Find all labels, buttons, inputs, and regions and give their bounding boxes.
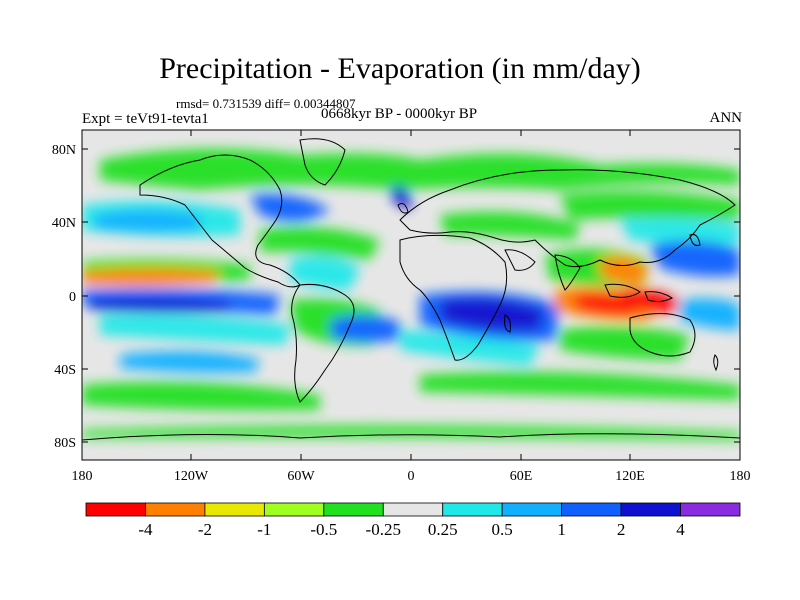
colorbar-label: -1 <box>257 520 271 539</box>
colorbar-label: -2 <box>198 520 212 539</box>
lat-label-40n: 40N <box>52 216 76 231</box>
colorbar-swatch <box>145 502 206 517</box>
colorbar-label: 2 <box>617 520 626 539</box>
colorbar-label: -0.5 <box>310 520 337 539</box>
lat-label-80s: 80S <box>54 436 76 451</box>
colorbar-swatch <box>680 502 741 517</box>
season-label: ANN <box>709 110 743 126</box>
colorbar-label: 1 <box>557 520 566 539</box>
plot-title: Precipitation - Evaporation (in mm/day) <box>159 52 641 85</box>
colorbar-swatch <box>501 502 563 517</box>
lon-label-180w: 180 <box>72 469 93 484</box>
colorbar-swatch <box>620 502 681 517</box>
lon-label-120w: 120W <box>174 469 209 484</box>
lat-label-0: 0 <box>69 290 76 305</box>
colorbar-label: -4 <box>138 520 153 539</box>
colorbar-swatch <box>204 502 265 517</box>
lon-label-180e: 180 <box>730 469 751 484</box>
lon-label-60e: 60E <box>510 469 533 484</box>
lat-ticks <box>82 148 740 443</box>
lat-labels: 80N 40N 0 40S 80S <box>52 143 76 451</box>
coastlines <box>82 138 740 441</box>
colorbar <box>85 502 741 517</box>
lat-label-40s: 40S <box>54 363 76 378</box>
lon-label-120e: 120E <box>615 469 645 484</box>
colorbar-swatch <box>263 502 325 517</box>
map-panel <box>82 130 740 460</box>
period-text: 0668kyr BP - 0000kyr BP <box>321 106 478 122</box>
lon-ticks <box>190 130 631 460</box>
colorbar-swatch <box>561 502 622 517</box>
colorbar-label: -0.25 <box>366 520 401 539</box>
colorbar-label: 0.25 <box>428 520 458 539</box>
colorbar-swatch <box>85 502 146 517</box>
lon-label-0: 0 <box>408 469 415 484</box>
colorbar-swatch <box>323 502 384 517</box>
lon-labels: 180 120W 60W 0 60E 120E 180 <box>72 469 751 484</box>
colorbar-label: 0.5 <box>492 520 513 539</box>
experiment-label: Expt = teVt91-tevta1 <box>82 111 209 127</box>
colorbar-swatch <box>382 502 444 517</box>
colorbar-label: 4 <box>676 520 685 539</box>
colorbar-labels: -4 -2 -1 -0.5 -0.25 0.25 0.5 1 2 4 <box>138 520 685 539</box>
lat-label-80n: 80N <box>52 143 76 158</box>
stats-text: rmsd= 0.731539 diff= 0.00344807 <box>176 96 356 111</box>
colorbar-swatch <box>442 502 503 517</box>
lon-label-60w: 60W <box>287 469 315 484</box>
